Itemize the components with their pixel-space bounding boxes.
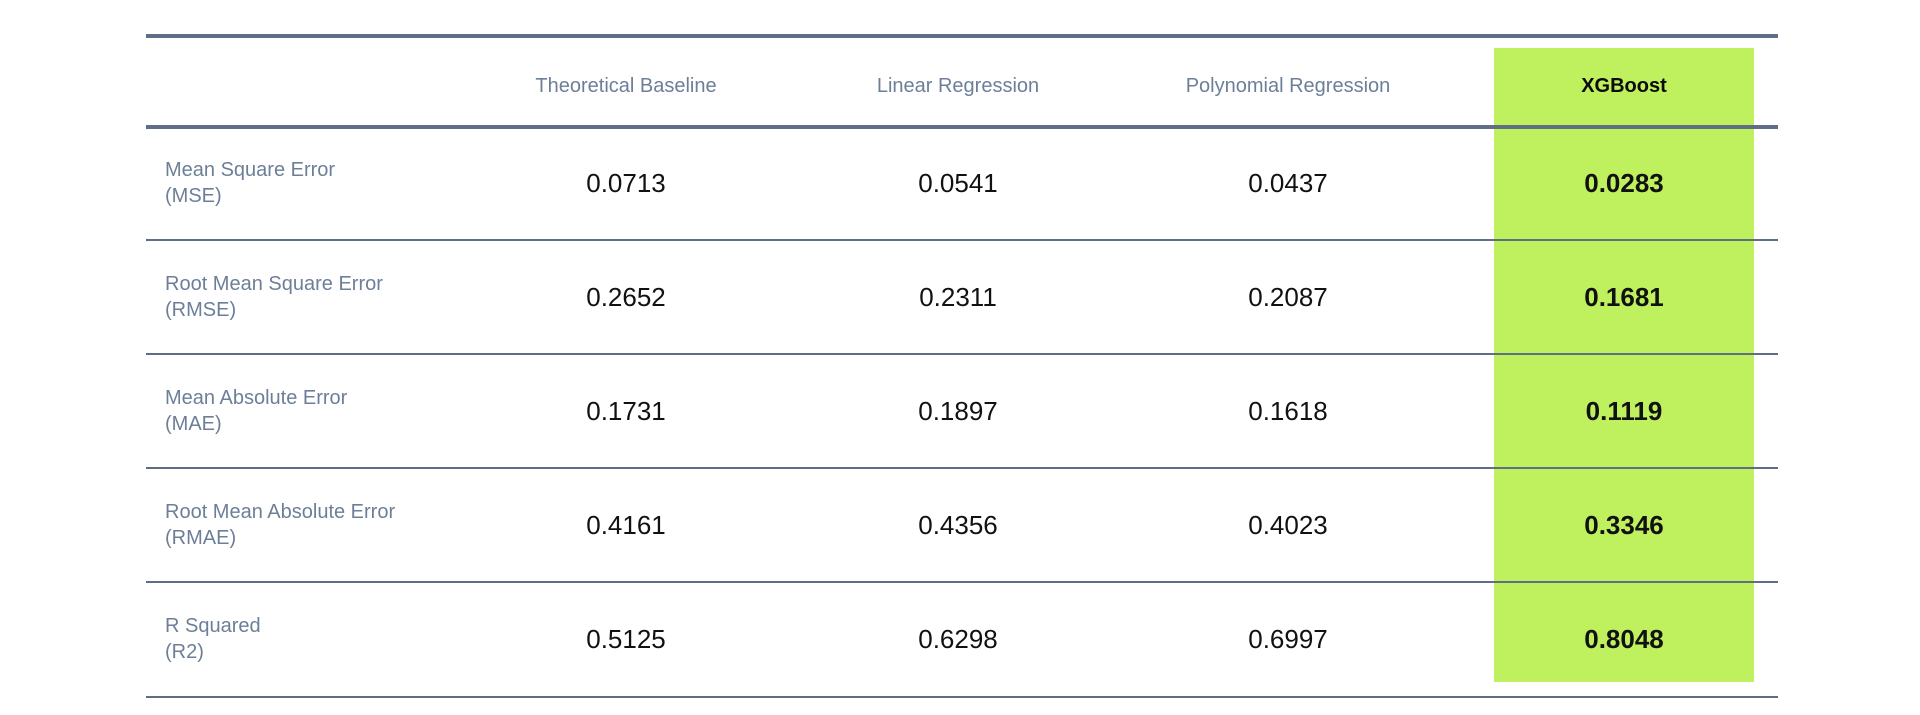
table-cell-best: 0.3346 xyxy=(1584,509,1664,540)
table-cell: 0.2311 xyxy=(919,281,997,312)
row-label-rmae: Root Mean Absolute Error (RMAE) xyxy=(165,468,465,582)
table-cell: 0.1731 xyxy=(586,395,666,426)
row-label-mae: Mean Absolute Error (MAE) xyxy=(165,354,465,468)
table-bottom-rule xyxy=(146,696,1778,698)
metrics-comparison-table: Theoretical Baseline Linear Regression P… xyxy=(146,34,1778,700)
column-header-xgboost: XGBoost xyxy=(1581,74,1667,97)
metric-abbr: (RMSE) xyxy=(165,299,237,321)
header-bottom-rule xyxy=(146,125,1778,129)
metric-abbr: (RMAE) xyxy=(165,527,237,549)
metric-abbr: (R2) xyxy=(165,641,204,663)
table-cell: 0.0437 xyxy=(1248,167,1328,198)
metric-abbr: (MAE) xyxy=(165,413,222,435)
column-header-polynomial-regression: Polynomial Regression xyxy=(1185,74,1391,97)
table-cell: 0.6298 xyxy=(918,623,998,654)
column-header-theoretical-baseline: Theoretical Baseline xyxy=(535,74,717,97)
row-label-mse: Mean Square Error (MSE) xyxy=(165,126,465,240)
highlighted-column-xgboost xyxy=(1494,48,1754,682)
table-cell: 0.1618 xyxy=(1248,395,1328,426)
row-label-r2: R Squared (R2) xyxy=(165,582,465,696)
table-cell-best: 0.8048 xyxy=(1584,623,1664,654)
table-cell: 0.2087 xyxy=(1248,281,1328,312)
table-cell: 0.4356 xyxy=(918,509,998,540)
row-divider xyxy=(146,467,1778,469)
row-divider xyxy=(146,353,1778,355)
row-label-rmse: Root Mean Square Error (RMSE) xyxy=(165,240,465,354)
table-cell: 0.0541 xyxy=(918,167,998,198)
table-cell: 0.4161 xyxy=(586,509,666,540)
table-cell: 0.0713 xyxy=(586,167,666,198)
table-cell-best: 0.0283 xyxy=(1584,167,1664,198)
table-cell: 0.4023 xyxy=(1248,509,1328,540)
table-cell: 0.1897 xyxy=(918,395,998,426)
table-cell: 0.5125 xyxy=(586,623,666,654)
metric-name: Root Mean Square Error xyxy=(165,273,383,295)
row-divider xyxy=(146,581,1778,583)
row-divider xyxy=(146,239,1778,241)
table-cell-best: 0.1681 xyxy=(1584,281,1664,312)
metric-name: Root Mean Absolute Error xyxy=(165,501,396,523)
column-header-linear-regression: Linear Regression xyxy=(876,74,1040,97)
metric-abbr: (MSE) xyxy=(165,185,222,207)
table-cell: 0.2652 xyxy=(586,281,666,312)
metric-name: Mean Square Error xyxy=(165,159,336,181)
table-cell: 0.6997 xyxy=(1248,623,1328,654)
metric-name: R Squared xyxy=(165,615,261,637)
table-top-rule xyxy=(146,34,1778,38)
metric-name: Mean Absolute Error xyxy=(165,387,348,409)
table-cell-best: 0.1119 xyxy=(1585,395,1663,426)
